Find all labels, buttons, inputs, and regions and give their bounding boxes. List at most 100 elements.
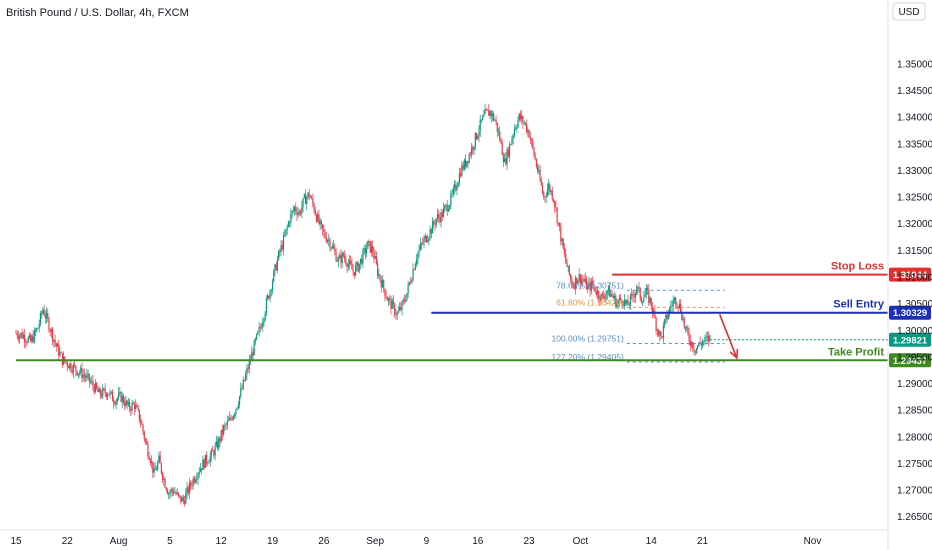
candle-body	[645, 287, 647, 294]
candle-body	[286, 226, 288, 230]
candle-body	[489, 110, 491, 116]
currency-button[interactable]	[892, 2, 926, 21]
y-tick-label: 1.29000	[897, 379, 932, 390]
candle-body	[258, 327, 260, 332]
x-tick-label: 9	[424, 536, 430, 547]
candle-body	[153, 468, 155, 473]
candle-body	[709, 335, 711, 341]
candle-body	[37, 328, 39, 329]
candle-body	[118, 393, 120, 399]
candle-body	[20, 332, 22, 336]
candle-body	[639, 287, 641, 299]
candle-body	[135, 405, 137, 410]
candle-body	[263, 319, 265, 323]
candle-body	[687, 327, 689, 334]
candle-body	[395, 314, 397, 316]
candle-body	[52, 329, 54, 342]
candle-body	[241, 388, 243, 390]
candle-body	[539, 170, 541, 181]
candle-body	[149, 459, 151, 463]
candle-body	[433, 221, 435, 224]
candle-body	[44, 315, 46, 319]
candle-body	[634, 292, 636, 298]
candle-body	[606, 290, 608, 295]
candle-body	[53, 339, 55, 342]
candle-body	[129, 402, 131, 409]
candle-body	[230, 417, 232, 419]
candle-body	[357, 262, 359, 272]
y-tick-label: 1.27500	[897, 459, 932, 470]
candle-body	[58, 344, 60, 356]
candle-body	[335, 251, 337, 262]
candle-body	[326, 240, 329, 242]
candle-body	[650, 297, 652, 306]
candle-body	[201, 468, 203, 470]
candle-body	[626, 300, 628, 304]
candle-body	[74, 364, 76, 366]
candle-body	[438, 214, 440, 218]
candle-body	[54, 339, 56, 344]
candle-body	[336, 261, 338, 262]
candle-body	[609, 286, 611, 297]
candle-body	[396, 312, 398, 316]
candle-body	[75, 365, 77, 371]
candle-body	[143, 431, 145, 440]
candle-body	[86, 374, 88, 378]
candle-body	[507, 149, 509, 157]
candle-body	[362, 250, 364, 264]
candle-body	[646, 287, 649, 290]
candle-body	[273, 270, 275, 282]
candle-body	[212, 450, 214, 452]
candle-body	[274, 264, 276, 271]
candle-body	[512, 135, 514, 139]
candle-body	[344, 256, 346, 259]
candle-body	[604, 297, 606, 299]
candle-body	[77, 373, 79, 376]
candle-body	[291, 210, 293, 214]
candle-body	[406, 293, 408, 301]
candle-body	[311, 197, 313, 199]
candle-body	[490, 110, 492, 117]
candle-body	[42, 309, 44, 314]
stop-loss-price-tag	[889, 267, 931, 282]
candle-body	[21, 332, 23, 339]
candle-body	[353, 272, 355, 276]
candle-body	[633, 296, 635, 298]
candle-body	[648, 289, 650, 303]
candle-body	[174, 492, 176, 494]
candle-body	[589, 282, 591, 291]
candle-body	[612, 295, 614, 299]
candle-body	[81, 368, 83, 379]
candle-body	[502, 155, 505, 163]
candle-body	[138, 409, 140, 421]
candle-body	[248, 360, 250, 370]
candle-body	[378, 274, 380, 276]
candle-body	[322, 224, 324, 230]
candle-body	[71, 370, 73, 373]
candle-body	[314, 210, 316, 215]
take-profit-price-value: 1.29437	[893, 356, 927, 367]
candle-body	[290, 213, 292, 223]
candle-body	[330, 247, 332, 249]
candle-body	[236, 407, 238, 410]
candle-body	[122, 395, 125, 404]
candle-body	[133, 404, 136, 410]
candle-body	[522, 116, 524, 123]
candle-body	[704, 337, 706, 342]
candle-body	[367, 240, 369, 249]
candle-body	[451, 193, 453, 195]
y-tick-label: 1.34500	[897, 86, 932, 97]
candle-body	[665, 314, 667, 320]
candle-body	[510, 144, 512, 145]
candle-body	[705, 337, 707, 338]
candle-body	[225, 424, 227, 426]
candle-body	[455, 184, 457, 191]
candle-body	[109, 391, 111, 396]
candle-body	[684, 326, 687, 329]
candle-body	[405, 300, 407, 302]
candle-body	[651, 305, 654, 313]
candle-body	[478, 131, 480, 136]
candle-body	[213, 451, 215, 456]
candle-body	[16, 333, 18, 337]
candle-body	[571, 278, 573, 285]
